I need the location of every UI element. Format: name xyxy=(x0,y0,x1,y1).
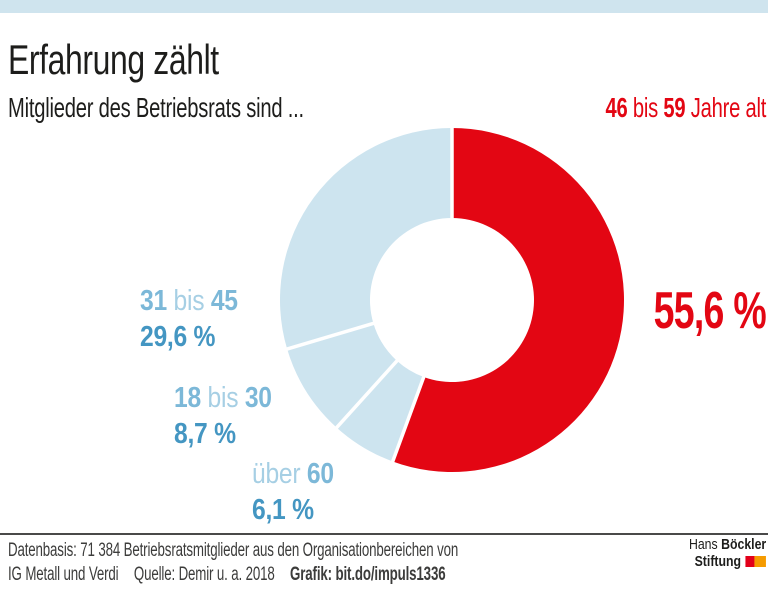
range-bis: bis xyxy=(166,285,211,317)
donut-slices xyxy=(279,127,624,472)
range-to: 45 xyxy=(210,285,238,317)
footer-databasis-text: Datenbasis: 71 384 Betriebsratsmitgliede… xyxy=(8,540,459,561)
footer-orgs: IG Metall und Verdi xyxy=(8,564,119,585)
footer-source-text: IG Metall und Verdi Quelle: Demir u. a. 2… xyxy=(8,564,446,586)
logo-line2: Stiftung xyxy=(694,552,766,571)
highlight-slice-value: 55,6 % xyxy=(610,281,767,341)
footer-quelle: Quelle: Demir u. a. 2018 xyxy=(133,564,275,585)
highlight-bis: bis xyxy=(627,92,664,123)
highlight-slice-value-text: 55,6 % xyxy=(653,282,767,340)
slice-label-ueber-60-range: über 60 xyxy=(252,456,334,492)
range-to: 30 xyxy=(244,382,272,414)
pct-value: 8,7 % xyxy=(174,418,236,450)
slice-label-ueber-60: über 60 6,1 % xyxy=(252,456,348,528)
footer-divider xyxy=(0,533,768,535)
footer-databasis-line: Datenbasis: 71 384 Betriebsratsmitgliede… xyxy=(8,540,651,562)
logo-red-square xyxy=(745,555,755,567)
pct-value: 29,6 % xyxy=(140,321,216,353)
logo-orange-square xyxy=(754,555,766,567)
slice-label-18-30-pct: 8,7 % xyxy=(174,416,236,452)
top-accent-bar xyxy=(0,0,768,13)
donut-slice-46-bis-59-Jahre-alt xyxy=(392,128,624,472)
range-to: 60 xyxy=(306,458,334,490)
highlight-rest: Jahre alt xyxy=(685,92,767,123)
slice-label-31-45-pct: 29,6 % xyxy=(140,319,215,355)
donut-slice-31-bis-45 xyxy=(279,128,452,350)
highlight-age-to: 59 xyxy=(663,92,686,123)
slice-label-18-30-range: 18 bis 30 xyxy=(174,380,272,416)
slice-label-18-30: 18 bis 30 8,7 % xyxy=(174,380,289,452)
logo-hans: Hans xyxy=(688,536,721,553)
page-title: Erfahrung zählt xyxy=(8,36,285,84)
range-from: 31 xyxy=(140,285,167,317)
footer-grafik-link[interactable]: Grafik: bit.do/impuls1336 xyxy=(290,564,446,585)
logo-line1: Hans Böckler xyxy=(688,536,766,554)
highlight-age-from: 46 xyxy=(605,92,628,123)
range-from: 18 xyxy=(174,382,201,414)
slice-label-31-45: 31 bis 45 29,6 % xyxy=(140,283,255,355)
logo-stiftung: Stiftung xyxy=(694,552,742,570)
logo-boeckler: Böckler xyxy=(720,536,766,553)
slice-label-ueber-60-pct: 6,1 % xyxy=(252,492,314,528)
range-bis: bis xyxy=(200,382,245,414)
chart-subtitle-text: Mitglieder des Betriebsrats sind ... xyxy=(8,92,304,123)
highlight-slice-label-text: 46 bis 59 Jahre alt xyxy=(605,92,766,124)
donut-slice-gap xyxy=(285,321,376,351)
donut-slice-gap xyxy=(390,374,427,464)
donut-slice-gap xyxy=(334,358,400,430)
donut-slice-18-bis-30 xyxy=(287,323,398,428)
highlight-slice-label: 46 bis 59 Jahre alt xyxy=(543,92,766,124)
range-ueber: über xyxy=(252,458,307,490)
donut-slice-über-60 xyxy=(336,360,424,462)
pct-value: 6,1 % xyxy=(252,494,314,526)
page-title-text: Erfahrung zählt xyxy=(8,36,219,83)
footer-source-line: IG Metall und Verdi Quelle: Demir u. a. 2… xyxy=(8,564,633,586)
slice-label-31-45-range: 31 bis 45 xyxy=(140,283,238,319)
hans-boeckler-stiftung-logo: Hans Böckler Stiftung xyxy=(672,536,766,571)
chart-subtitle: Mitglieder des Betriebsrats sind ... xyxy=(8,92,419,124)
